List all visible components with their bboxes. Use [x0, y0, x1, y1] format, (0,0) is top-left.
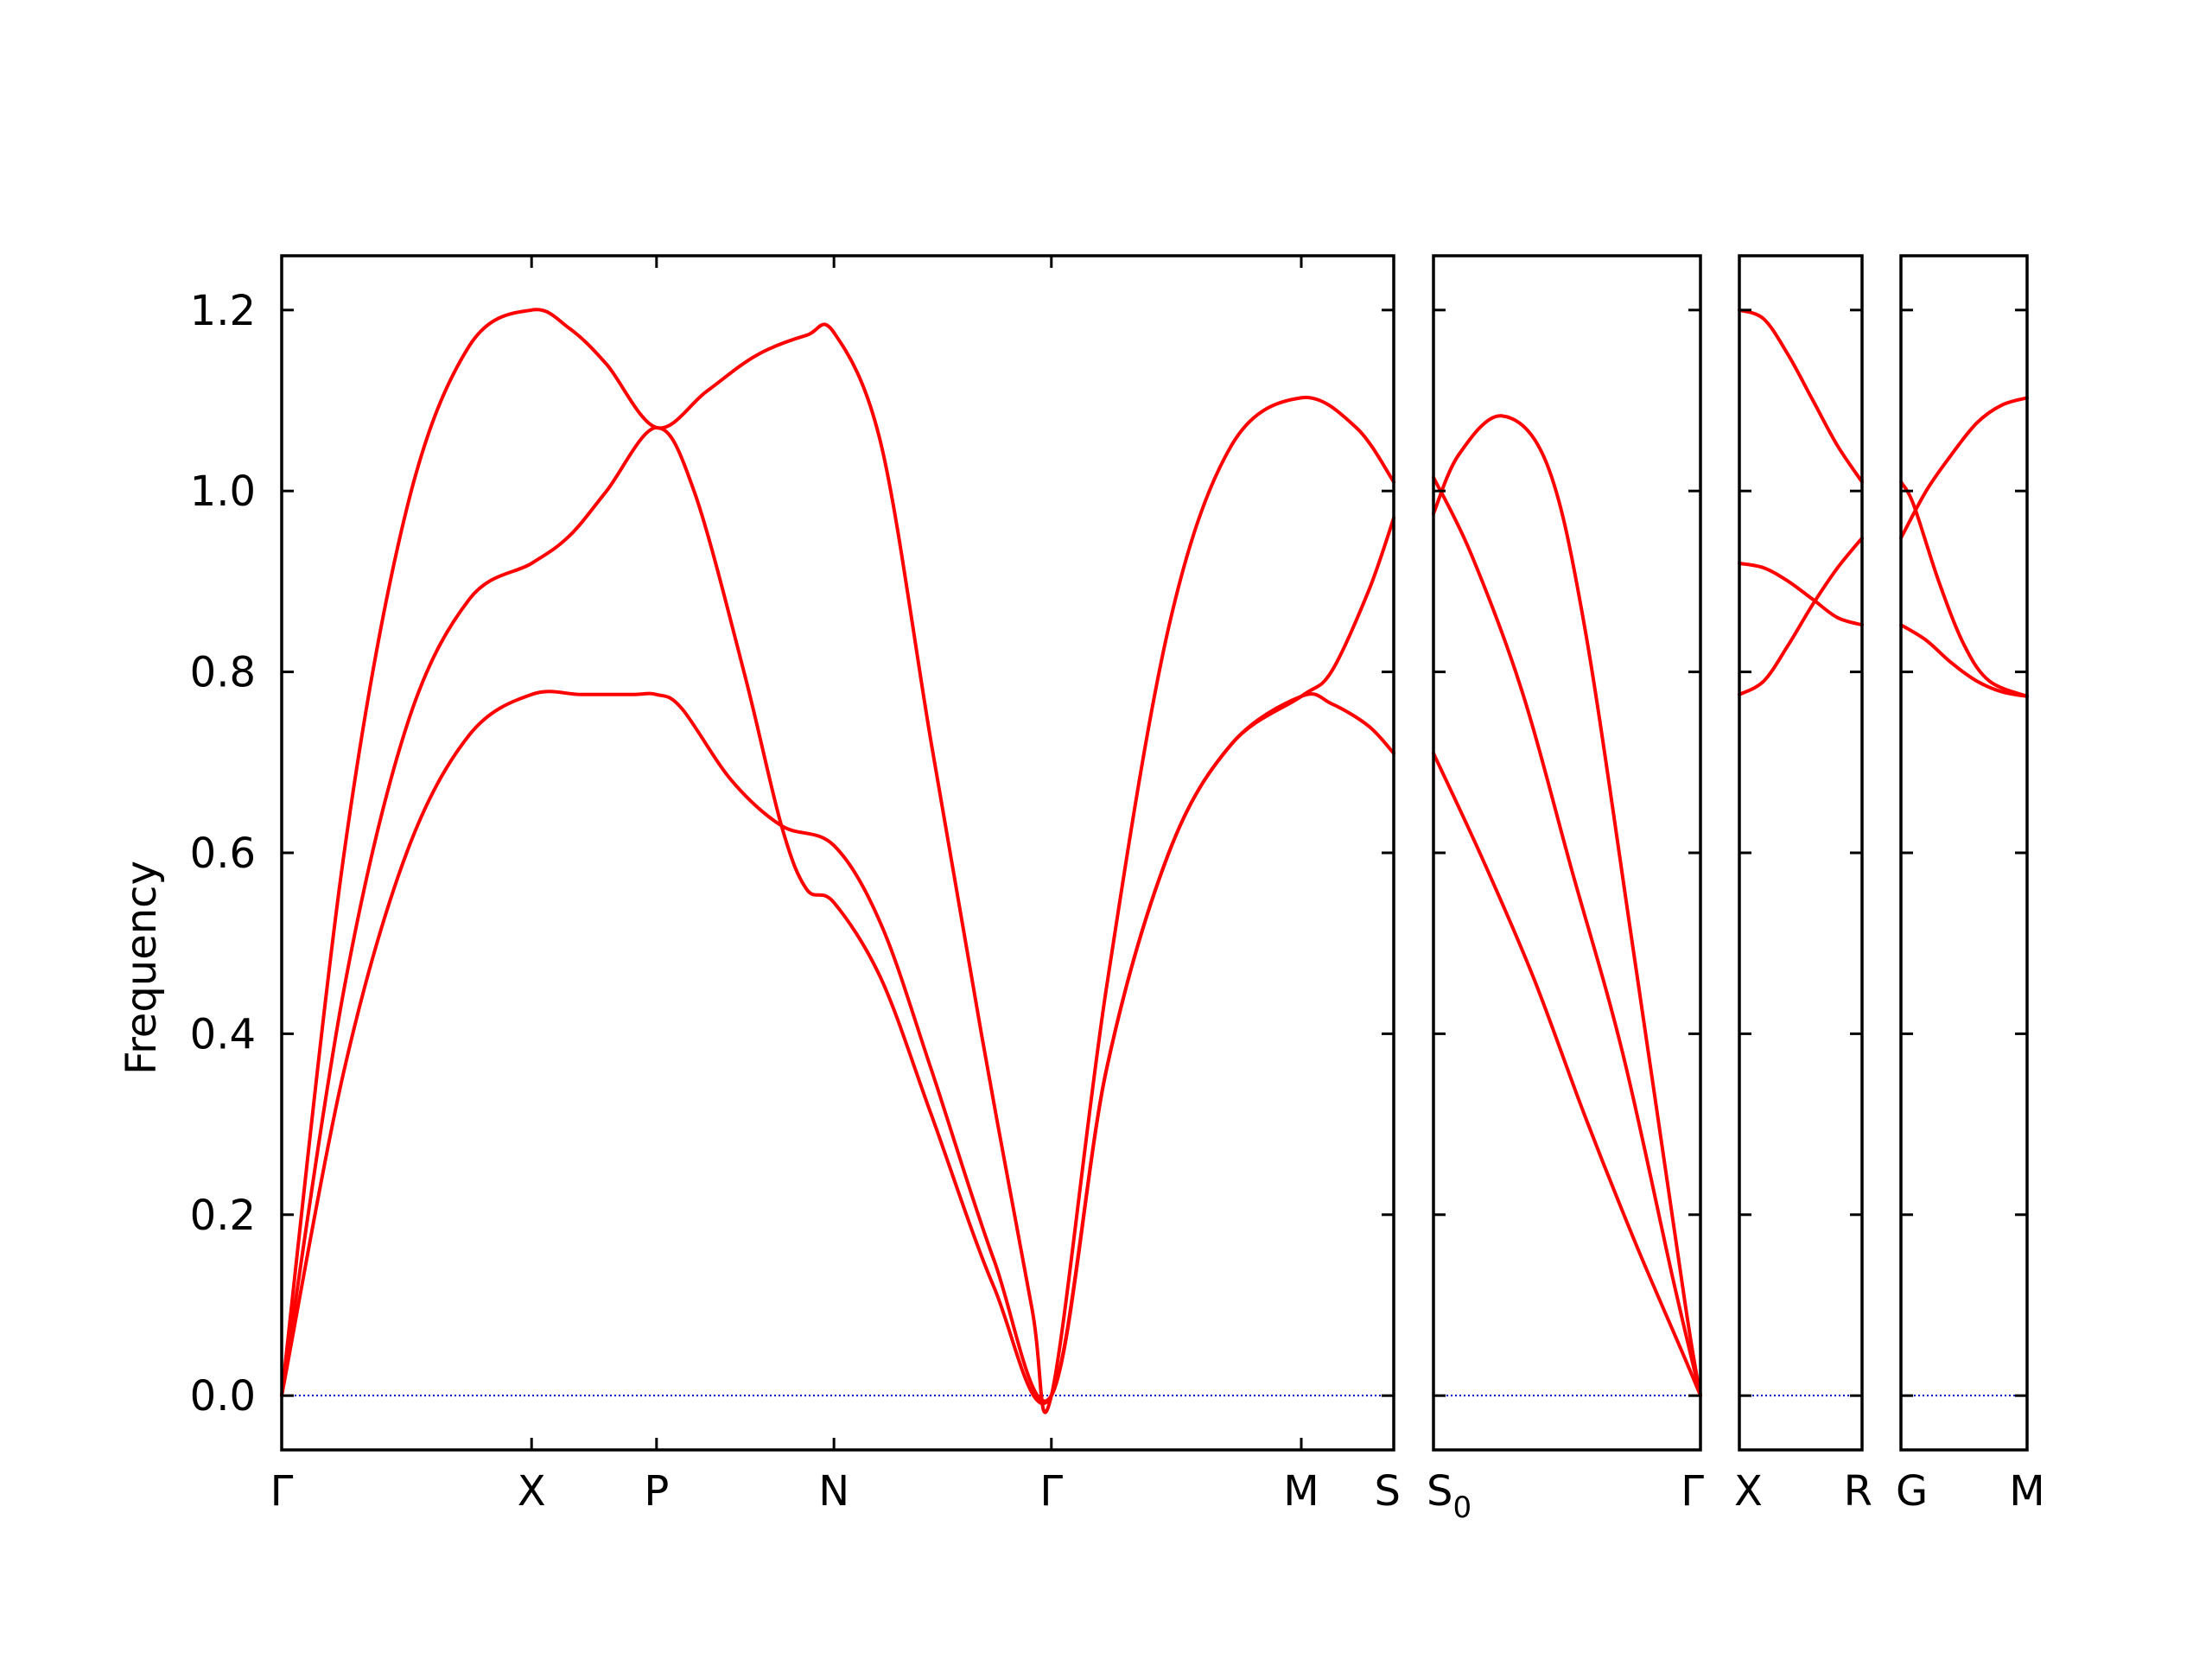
panel-frame: [1738, 254, 1864, 1452]
x-tick-label: R: [1844, 1467, 1872, 1516]
x-tick-label: Γ: [1681, 1467, 1704, 1516]
x-tick-label: X: [1734, 1467, 1763, 1516]
x-tick-label: G: [1896, 1467, 1928, 1516]
x-tick-label: P: [644, 1467, 669, 1516]
band-line-1: [1899, 396, 2029, 540]
band-line-1: [1738, 308, 1864, 484]
y-tick-label: 0.0: [190, 1372, 256, 1421]
y-tick-label: 0.6: [190, 830, 256, 878]
band-line-3: [1899, 623, 2029, 698]
x-tick-label-subscript: 0: [1452, 1491, 1471, 1525]
band-line-2: [1738, 562, 1864, 627]
x-tick-label: S0: [1427, 1467, 1471, 1525]
band-line-2: [1899, 480, 2029, 698]
x-tick-label: Γ: [270, 1467, 294, 1516]
y-tick-label: 0.2: [190, 1192, 256, 1240]
y-tick-label: 1.2: [190, 287, 256, 335]
y-tick-label: 0.8: [190, 649, 256, 697]
x-tick-label: N: [818, 1467, 849, 1516]
x-tick-label: M: [1283, 1467, 1319, 1516]
panel-frame: [280, 254, 1395, 1452]
band-line-1: [280, 308, 1395, 1414]
y-tick-label: 1.0: [190, 467, 256, 516]
x-tick-label: X: [518, 1467, 546, 1516]
panel-2: S0 Γ: [1427, 254, 1704, 1525]
band-line-3: [1432, 751, 1702, 1398]
panels-layer: 0.00.20.40.60.81.01.2Γ X P N Γ M S S0 Γ X R G M: [190, 254, 2045, 1525]
x-tick-label: M: [2009, 1467, 2044, 1516]
y-tick-label: 0.4: [190, 1010, 256, 1058]
x-tick-label: S: [1375, 1467, 1401, 1516]
x-tick-label: Γ: [1039, 1467, 1063, 1516]
band-line-3: [1738, 536, 1864, 696]
band-line-1: [1432, 414, 1702, 1398]
band-line-3: [280, 690, 1395, 1403]
band-line-2: [1432, 475, 1702, 1398]
band-line-2: [280, 425, 1395, 1406]
panel-frame: [1899, 254, 2029, 1452]
y-axis-title: Frequency: [118, 861, 166, 1075]
